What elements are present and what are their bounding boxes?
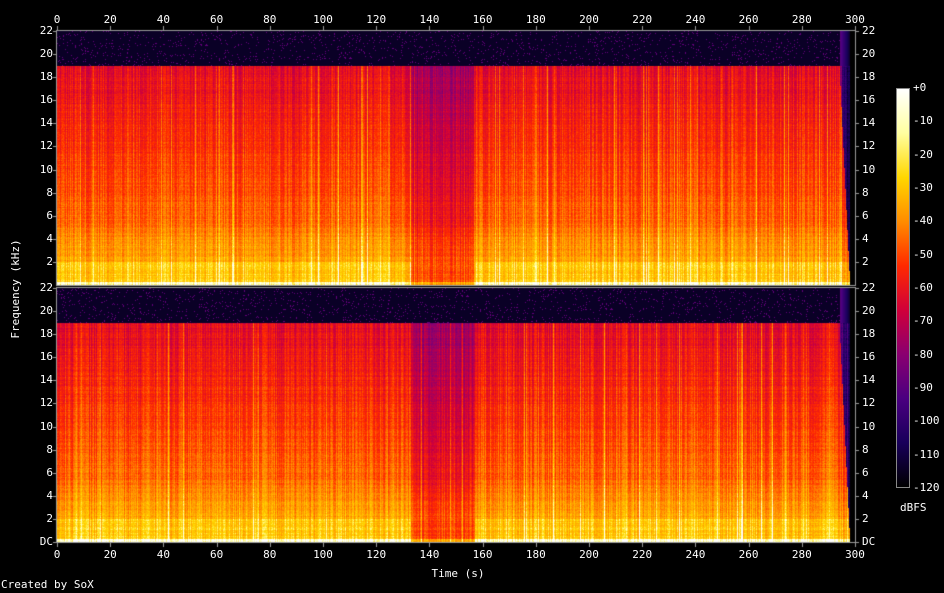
y-tick-left-upper: 18 bbox=[39, 70, 53, 84]
x-tick-bottom: 200 bbox=[579, 548, 599, 561]
x-tick-top: 260 bbox=[738, 13, 759, 26]
y-tick-right-lower: 22 bbox=[862, 281, 876, 294]
y-tick-right-upper: 14 bbox=[862, 116, 876, 130]
y-tick-right-lower: 18 bbox=[862, 327, 876, 341]
x-tick-top: 80 bbox=[263, 13, 277, 26]
colorbar-tick: -10 bbox=[913, 114, 933, 128]
x-tick-top: 280 bbox=[791, 13, 812, 26]
x-tick-top: 20 bbox=[103, 13, 117, 26]
y-tick-right-upper: 20 bbox=[862, 47, 876, 61]
y-tick-right-upper: 6 bbox=[862, 208, 869, 222]
x-tick-bottom: 100 bbox=[313, 548, 333, 561]
y-tick-right-upper: 12 bbox=[862, 139, 876, 153]
colorbar-tick: -90 bbox=[913, 381, 933, 394]
y-tick-right-upper: 10 bbox=[862, 162, 876, 176]
y-tick-left-upper: 2 bbox=[46, 254, 53, 268]
y-tick-right-upper: 2 bbox=[862, 254, 869, 268]
x-tick-bottom: 120 bbox=[366, 548, 387, 561]
x-axis-label: Time (s) bbox=[431, 567, 485, 580]
y-tick-left-lower: DC bbox=[39, 535, 53, 548]
colorbar bbox=[896, 88, 910, 488]
colorbar-tick: -70 bbox=[913, 314, 933, 328]
colorbar-tick: -120 bbox=[913, 481, 940, 494]
x-tick-top: 40 bbox=[156, 13, 171, 26]
x-tick-bottom: 280 bbox=[791, 548, 812, 561]
colorbar-tick: -110 bbox=[913, 447, 940, 461]
y-tick-left-lower: 20 bbox=[39, 304, 53, 318]
x-tick-top: 240 bbox=[685, 13, 706, 26]
y-tick-right-lower: 6 bbox=[862, 465, 869, 479]
y-tick-left-lower: 4 bbox=[46, 488, 53, 502]
x-tick-bottom: 300 bbox=[845, 548, 865, 561]
colorbar-tick: -80 bbox=[913, 347, 933, 361]
y-tick-right-upper: 4 bbox=[862, 231, 869, 245]
x-tick-bottom: 40 bbox=[156, 548, 171, 561]
y-tick-right-upper: 18 bbox=[862, 70, 876, 84]
y-tick-right-upper: 22 bbox=[862, 24, 876, 37]
y-tick-left-lower: 12 bbox=[39, 396, 53, 410]
y-tick-left-upper: 14 bbox=[39, 116, 53, 130]
y-tick-right-lower: 8 bbox=[862, 442, 869, 456]
x-tick-top: 200 bbox=[579, 13, 599, 26]
x-tick-top: 160 bbox=[472, 13, 493, 26]
colorbar-tick: -60 bbox=[913, 281, 933, 294]
y-tick-left-lower: 22 bbox=[39, 281, 53, 294]
x-tick-bottom: 80 bbox=[263, 548, 277, 561]
y-tick-right-lower: DC bbox=[862, 535, 876, 548]
y-tick-right-upper: 8 bbox=[862, 185, 869, 199]
x-tick-bottom: 260 bbox=[738, 548, 759, 561]
y-tick-left-lower: 8 bbox=[46, 442, 53, 456]
y-tick-right-lower: 12 bbox=[862, 396, 876, 410]
x-tick-bottom: 0 bbox=[53, 548, 61, 561]
x-tick-bottom: 140 bbox=[419, 548, 440, 561]
x-tick-top: 220 bbox=[632, 13, 653, 26]
y-tick-left-upper: 20 bbox=[39, 47, 53, 61]
y-tick-left-upper: 8 bbox=[46, 185, 53, 199]
y-tick-right-lower: 20 bbox=[862, 304, 876, 318]
colorbar-label: dBFS bbox=[900, 501, 927, 514]
x-tick-top: 0 bbox=[53, 13, 61, 26]
x-tick-top: 120 bbox=[366, 13, 387, 26]
y-tick-right-lower: 10 bbox=[862, 419, 876, 433]
x-tick-top: 60 bbox=[209, 13, 224, 26]
y-tick-right-lower: 16 bbox=[862, 350, 876, 364]
colorbar-tick: -100 bbox=[913, 414, 940, 428]
y-tick-left-upper: 16 bbox=[39, 93, 53, 107]
y-axis-label: Frequency (kHz) bbox=[9, 239, 22, 339]
x-tick-bottom: 160 bbox=[472, 548, 493, 561]
colorbar-tick: +0 bbox=[913, 81, 927, 94]
y-tick-left-upper: 10 bbox=[39, 162, 53, 176]
footer-credit: Created by SoX bbox=[1, 578, 94, 591]
y-tick-left-lower: 10 bbox=[39, 419, 53, 433]
x-tick-top: 100 bbox=[313, 13, 333, 26]
y-tick-left-upper: 4 bbox=[46, 231, 53, 245]
y-tick-left-lower: 16 bbox=[39, 350, 53, 364]
y-tick-left-upper: 6 bbox=[46, 208, 53, 222]
y-tick-right-lower: 2 bbox=[862, 511, 869, 525]
colorbar-tick: -20 bbox=[913, 147, 933, 161]
y-tick-left-lower: 14 bbox=[39, 373, 53, 387]
x-tick-top: 140 bbox=[419, 13, 440, 26]
x-tick-bottom: 180 bbox=[525, 548, 546, 561]
colorbar-tick: -30 bbox=[913, 181, 933, 194]
colorbar-tick: -50 bbox=[913, 247, 933, 261]
y-tick-left-upper: 22 bbox=[39, 24, 53, 37]
y-tick-right-upper: 16 bbox=[862, 93, 876, 107]
y-tick-left-lower: 2 bbox=[46, 511, 53, 525]
x-tick-bottom: 60 bbox=[209, 548, 224, 561]
x-tick-bottom: 20 bbox=[103, 548, 117, 561]
x-tick-top: 180 bbox=[525, 13, 546, 26]
colorbar-tick: -40 bbox=[913, 214, 933, 228]
x-tick-top: 300 bbox=[845, 13, 865, 26]
y-tick-right-lower: 14 bbox=[862, 373, 876, 387]
y-tick-left-upper: 12 bbox=[39, 139, 53, 153]
y-tick-right-lower: 4 bbox=[862, 488, 869, 502]
x-tick-bottom: 220 bbox=[632, 548, 653, 561]
y-tick-left-lower: 6 bbox=[46, 465, 53, 479]
x-tick-bottom: 240 bbox=[685, 548, 706, 561]
y-tick-left-lower: 18 bbox=[39, 327, 53, 341]
